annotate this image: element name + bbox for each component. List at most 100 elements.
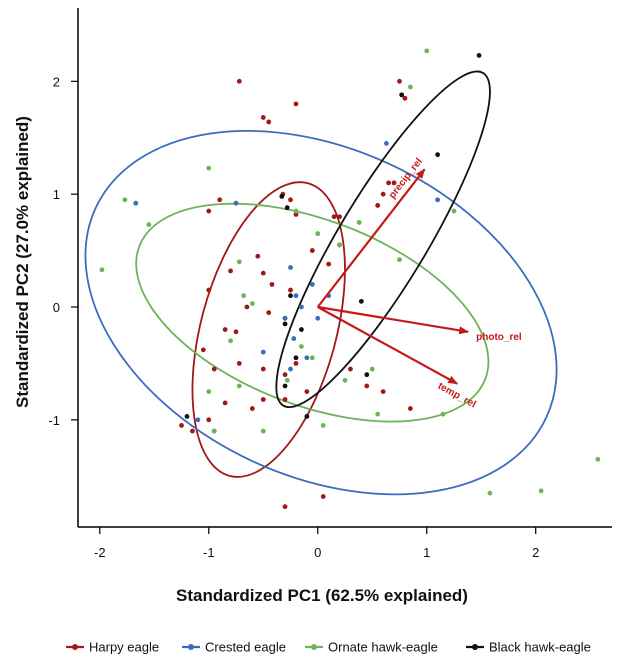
point-harpy-eagle	[211, 366, 217, 372]
legend-marker-harpy-eagle	[72, 644, 78, 650]
point-ornate-hawk-eagle	[315, 231, 321, 237]
point-harpy-eagle	[348, 366, 353, 372]
point-ornate-hawk-eagle	[337, 242, 342, 248]
point-crested-eagle	[293, 293, 299, 299]
legend-label-crested-eagle: Crested eagle	[205, 640, 286, 655]
point-black-hawk-eagle	[476, 52, 482, 58]
x-tick-label: 2	[532, 545, 539, 560]
point-black-hawk-eagle	[364, 372, 370, 378]
point-ornate-hawk-eagle	[440, 411, 446, 417]
point-harpy-eagle	[304, 389, 310, 395]
point-crested-eagle	[133, 200, 139, 206]
point-harpy-eagle	[288, 287, 293, 293]
point-black-hawk-eagle	[435, 152, 441, 158]
point-crested-eagle	[260, 349, 266, 355]
ellipse-ornate-hawk-eagle	[135, 202, 490, 423]
point-ornate-hawk-eagle	[206, 165, 212, 171]
point-crested-eagle	[288, 366, 293, 372]
x-tick-label: 0	[314, 545, 321, 560]
point-black-hawk-eagle	[399, 92, 405, 98]
point-crested-eagle	[309, 282, 315, 287]
point-harpy-eagle	[309, 248, 315, 253]
point-harpy-eagle	[222, 327, 228, 332]
x-axis-title: Standardized PC1 (62.5% explained)	[176, 586, 468, 605]
point-ornate-hawk-eagle	[206, 389, 212, 395]
point-harpy-eagle	[364, 383, 370, 389]
point-harpy-eagle	[331, 214, 337, 220]
point-ornate-hawk-eagle	[228, 338, 233, 344]
arrow-label-photo-rel: photo_rel	[476, 332, 522, 343]
point-black-hawk-eagle	[293, 355, 299, 361]
point-harpy-eagle	[391, 180, 397, 186]
x-tick-label: 1	[423, 545, 430, 560]
point-ornate-hawk-eagle	[260, 428, 266, 434]
point-harpy-eagle	[179, 423, 184, 428]
point-black-hawk-eagle	[288, 293, 293, 299]
point-black-hawk-eagle	[279, 194, 285, 199]
point-harpy-eagle	[236, 78, 242, 84]
point-ornate-hawk-eagle	[407, 84, 413, 90]
x-tick-label: -2	[94, 545, 106, 560]
confidence-ellipses	[84, 70, 558, 496]
point-harpy-eagle	[282, 372, 288, 378]
point-ornate-hawk-eagle	[99, 267, 105, 273]
point-harpy-eagle	[228, 268, 233, 274]
point-harpy-eagle	[402, 95, 408, 101]
point-ornate-hawk-eagle	[424, 48, 430, 54]
point-crested-eagle	[291, 336, 297, 341]
point-ornate-hawk-eagle	[375, 411, 381, 417]
point-harpy-eagle	[260, 366, 266, 372]
point-harpy-eagle	[326, 261, 332, 267]
point-crested-eagle	[299, 304, 304, 310]
point-harpy-eagle	[249, 406, 255, 411]
point-harpy-eagle	[222, 400, 228, 406]
point-ornate-hawk-eagle	[236, 383, 242, 389]
y-tick-label: 2	[53, 74, 60, 89]
point-harpy-eagle	[255, 253, 261, 259]
legend-item-ornate-hawk-eagle: Ornate hawk-eagle	[305, 640, 438, 655]
point-black-hawk-eagle	[304, 414, 310, 419]
point-harpy-eagle	[269, 282, 275, 287]
point-harpy-eagle	[282, 504, 288, 510]
point-harpy-eagle	[233, 329, 239, 335]
point-ornate-hawk-eagle	[146, 222, 152, 228]
point-harpy-eagle	[206, 287, 212, 293]
point-harpy-eagle	[386, 180, 391, 186]
point-ornate-hawk-eagle	[293, 208, 299, 214]
point-crested-eagle	[384, 140, 389, 146]
point-harpy-eagle	[200, 347, 206, 353]
legend-item-harpy-eagle: Harpy eagle	[66, 640, 159, 655]
point-harpy-eagle	[282, 397, 288, 402]
y-axis-title: Standardized PC2 (27.0% explained)	[13, 116, 32, 408]
point-harpy-eagle	[190, 428, 195, 434]
point-harpy-eagle	[244, 304, 250, 310]
legend: Harpy eagle Crested eagle Ornate hawk-eagl…	[66, 640, 591, 655]
point-ornate-hawk-eagle	[284, 377, 290, 383]
y-tick-label: -1	[48, 413, 60, 428]
point-ornate-hawk-eagle	[122, 197, 128, 203]
point-black-hawk-eagle	[299, 327, 304, 332]
point-harpy-eagle	[288, 197, 293, 203]
point-harpy-eagle	[266, 310, 272, 316]
point-crested-eagle	[233, 200, 239, 206]
legend-label-ornate-hawk-eagle: Ornate hawk-eagle	[328, 640, 438, 655]
point-crested-eagle	[288, 265, 293, 270]
point-ornate-hawk-eagle	[595, 456, 601, 462]
point-harpy-eagle	[337, 214, 342, 220]
point-harpy-eagle	[206, 208, 212, 214]
arrow-precip-rel	[316, 168, 426, 308]
legend-item-black-hawk-eagle: Black hawk-eagle	[466, 640, 591, 655]
point-crested-eagle	[435, 197, 441, 203]
y-tick-label: 0	[53, 300, 60, 315]
point-ornate-hawk-eagle	[241, 293, 247, 299]
point-harpy-eagle	[397, 78, 402, 84]
point-crested-eagle	[282, 315, 288, 321]
data-points	[99, 48, 601, 510]
legend-label-harpy-eagle: Harpy eagle	[89, 640, 159, 655]
ellipse-black-hawk-eagle	[275, 70, 491, 409]
legend-marker-ornate-hawk-eagle	[311, 644, 317, 650]
point-harpy-eagle	[380, 389, 386, 395]
point-ornate-hawk-eagle	[538, 488, 544, 494]
